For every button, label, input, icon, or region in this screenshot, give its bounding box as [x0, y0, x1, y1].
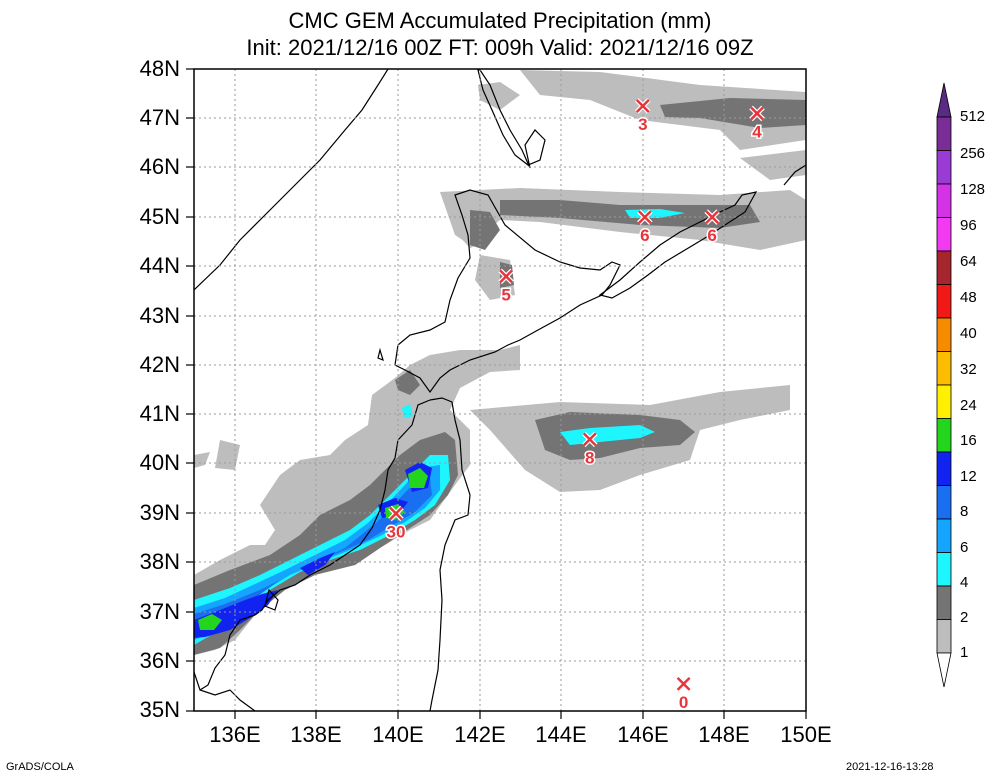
colorbar-label-96: 96	[960, 217, 977, 234]
lon-label-150e: 150E	[780, 722, 832, 747]
colorbar-label-4: 4	[960, 574, 969, 591]
lat-label-39n: 39N	[139, 500, 180, 525]
lon-label-144e: 144E	[535, 722, 587, 747]
marker-value-label: 8	[585, 448, 594, 467]
axis-ticks	[186, 68, 807, 719]
marker-value-label: 5	[501, 285, 510, 304]
colorbar-label-48: 48	[960, 289, 977, 306]
colorbar	[936, 82, 952, 688]
colorbar-label-6: 6	[960, 539, 969, 556]
footer-timestamp: 2021-12-16-13:28	[846, 761, 934, 773]
lon-label-142e: 142E	[454, 722, 506, 747]
colorbar-label-256: 256	[960, 145, 986, 162]
map-frame	[193, 68, 807, 712]
lat-label-44n: 44N	[139, 253, 180, 278]
value-marker: 5	[498, 268, 514, 306]
map-subtitle: Init: 2021/12/16 00Z FT: 009h Valid: 202…	[246, 35, 754, 60]
lat-label-35n: 35N	[139, 697, 180, 722]
graticule	[194, 69, 806, 711]
colorbar-swatch	[936, 351, 952, 386]
colorbar-label-1: 1	[960, 644, 969, 661]
marker-value-label: 4	[752, 122, 762, 141]
colorbar-swatch	[936, 384, 952, 419]
colorbar-label-8: 8	[960, 503, 969, 520]
lon-label-138e: 138E	[290, 722, 342, 747]
colorbar-swatch	[936, 317, 952, 352]
colorbar-swatch	[936, 284, 952, 319]
colorbar-label-64: 64	[960, 253, 977, 270]
marker-value-label: 6	[707, 226, 716, 245]
lat-label-37n: 37N	[139, 599, 180, 624]
lat-label-45n: 45N	[139, 204, 180, 229]
marker-value-label: 30	[386, 522, 405, 541]
colorbar-swatch	[936, 619, 952, 654]
lat-label-41n: 41N	[139, 401, 180, 426]
colorbar-label-128: 128	[960, 181, 986, 198]
value-marker: 8	[581, 431, 598, 469]
colorbar-swatch	[936, 116, 952, 151]
lon-label-140e: 140E	[372, 722, 424, 747]
colorbar-swatch	[936, 485, 952, 520]
colorbar-top-triangle	[936, 82, 952, 118]
marker-value-label: 6	[640, 226, 649, 245]
lat-label-40n: 40N	[139, 450, 180, 475]
coastlines	[194, 69, 806, 711]
lon-label-136e: 136E	[209, 722, 261, 747]
map-field: 3 4 6 6 5 8 30 0	[194, 69, 806, 712]
lon-label-146e: 146E	[617, 722, 669, 747]
footer-credit: GrADS/COLA	[6, 761, 74, 773]
lat-label-43n: 43N	[139, 303, 180, 328]
colorbar-bottom-triangle	[936, 652, 952, 688]
value-marker: 6	[704, 209, 720, 247]
lat-label-46n: 46N	[139, 154, 180, 179]
colorbar-swatch	[936, 518, 952, 553]
colorbar-swatch	[936, 183, 952, 218]
map-title: CMC GEM Accumulated Precipitation (mm)	[288, 8, 712, 33]
value-markers: 3 4 6 6 5 8 30 0	[385, 98, 765, 712]
colorbar-swatch	[936, 585, 952, 620]
colorbar-swatch	[936, 150, 952, 185]
colorbar-label-24: 24	[960, 397, 977, 414]
lat-label-36n: 36N	[139, 648, 180, 673]
lat-label-38n: 38N	[139, 549, 180, 574]
value-marker: 6	[637, 209, 653, 247]
value-marker: 0	[675, 676, 692, 712]
colorbar-swatch	[936, 418, 952, 453]
colorbar-label-16: 16	[960, 432, 977, 449]
lat-label-47n: 47N	[139, 105, 180, 130]
lon-label-148e: 148E	[698, 722, 750, 747]
colorbar-swatch	[936, 250, 952, 285]
marker-value-label: 3	[638, 115, 647, 134]
colorbar-swatch	[936, 217, 952, 252]
colorbar-label-512: 512	[960, 108, 986, 125]
marker-value-label: 0	[679, 693, 688, 712]
colorbar-label-12: 12	[960, 468, 977, 485]
lat-label-48n: 48N	[139, 56, 180, 81]
value-marker: 4	[749, 105, 765, 143]
colorbar-label-2: 2	[960, 609, 969, 626]
colorbar-swatch	[936, 552, 952, 587]
value-marker: 30	[385, 505, 407, 543]
colorbar-label-40: 40	[960, 325, 977, 342]
colorbar-label-32: 32	[960, 361, 977, 378]
colorbar-swatch	[936, 451, 952, 486]
value-marker: 3	[635, 98, 651, 136]
lat-label-42n: 42N	[139, 352, 180, 377]
